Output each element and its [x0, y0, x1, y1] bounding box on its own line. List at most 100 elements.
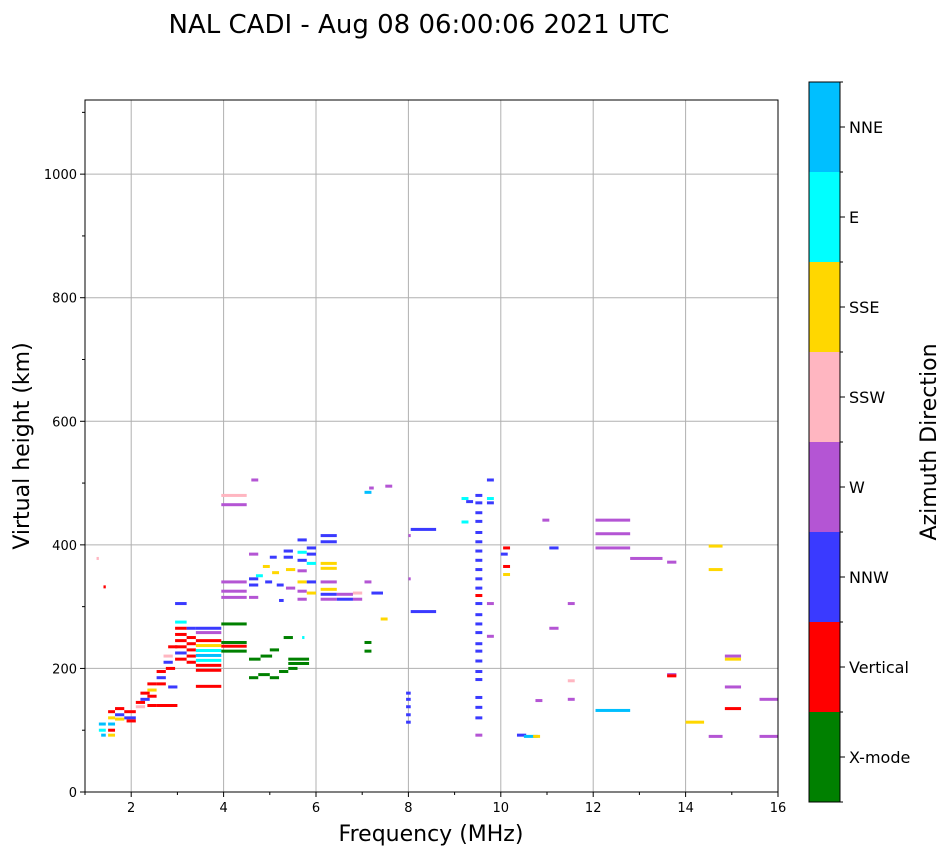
echo-point: [595, 532, 631, 536]
echo-point: [475, 540, 483, 544]
echo-point: [385, 484, 393, 488]
echo-point: [186, 626, 196, 630]
colorbar: X-mode Vertical NNW W SSW SSE E NNE: [808, 81, 910, 803]
y-tick-label: 200: [52, 662, 77, 677]
echo-point: [249, 657, 261, 661]
echo-point: [475, 501, 483, 505]
echo-point: [406, 705, 411, 709]
echo-point: [567, 697, 575, 701]
echo-point: [115, 707, 125, 711]
echo-point: [724, 654, 742, 658]
x-tick-label: 16: [770, 801, 787, 816]
grid-lines: [85, 100, 779, 793]
echo-point: [98, 722, 106, 726]
echo-point: [175, 602, 187, 606]
echo-point: [186, 654, 196, 658]
colorbar-label: NNE: [849, 118, 883, 137]
echo-point: [535, 699, 543, 703]
echo-point: [258, 673, 270, 677]
echo-point: [475, 649, 483, 653]
echo-point: [475, 631, 483, 635]
echo-point: [406, 713, 411, 717]
echo-point: [288, 666, 298, 670]
echo-point: [249, 595, 259, 599]
colorbar-swatch: [809, 622, 840, 712]
echo-point: [115, 717, 125, 721]
echo-point: [163, 660, 173, 664]
echo-point: [503, 564, 511, 568]
echo-point: [364, 490, 372, 494]
x-tick-label: 14: [677, 801, 694, 816]
echo-traces: [96, 478, 778, 738]
echo-point: [251, 478, 259, 482]
colorbar-swatch: [809, 532, 840, 622]
echo-point: [288, 661, 310, 665]
echo-point: [108, 716, 116, 720]
echo-point: [108, 722, 116, 726]
echo-point: [195, 668, 222, 672]
echo-point: [320, 561, 337, 565]
echo-point: [262, 564, 270, 568]
y-tick-label: 0: [69, 786, 77, 801]
echo-point: [542, 518, 550, 522]
echo-point: [115, 713, 125, 717]
echo-point: [135, 705, 146, 709]
echo-point: [297, 550, 307, 554]
echo-point: [195, 653, 222, 657]
echo-point: [175, 657, 187, 661]
echo-point: [195, 649, 222, 653]
echo-point: [320, 587, 337, 591]
echo-point: [279, 598, 284, 602]
echo-point: [336, 592, 353, 596]
echo-point: [408, 577, 411, 581]
colorbar-swatch: [809, 172, 840, 262]
echo-point: [265, 580, 273, 584]
echo-point: [140, 697, 150, 701]
x-tick-label: 6: [312, 801, 320, 816]
echo-point: [475, 602, 483, 606]
echo-point: [260, 654, 273, 658]
echo-point: [475, 642, 483, 646]
echo-point: [285, 586, 296, 590]
echo-point: [320, 592, 337, 596]
echo-point: [461, 497, 469, 501]
echo-point: [364, 640, 372, 644]
colorbar-swatch: [809, 262, 840, 352]
echo-point: [595, 546, 631, 550]
colorbar-frame: [808, 81, 841, 803]
echo-point: [124, 716, 136, 720]
echo-point: [147, 682, 157, 686]
plot-frame: [84, 99, 779, 793]
echo-point: [567, 679, 575, 683]
colorbar-label: W: [849, 478, 865, 497]
colorbar-swatch: [809, 442, 840, 532]
echo-point: [306, 580, 316, 584]
echo-point: [195, 626, 222, 630]
echo-point: [410, 527, 437, 531]
echo-point: [285, 568, 296, 572]
echo-point: [466, 500, 474, 504]
echo-point: [475, 695, 483, 699]
echo-point: [249, 552, 259, 556]
echo-point: [221, 595, 247, 599]
echo-point: [195, 658, 222, 662]
echo-point: [175, 639, 187, 643]
echo-point: [108, 733, 116, 737]
echo-point: [98, 728, 106, 732]
echo-point: [221, 649, 247, 653]
echo-point: [297, 569, 307, 573]
echo-point: [283, 555, 293, 559]
echo-point: [306, 591, 316, 595]
echo-point: [288, 657, 310, 661]
echo-point: [195, 644, 222, 648]
echo-point: [708, 734, 723, 738]
echo-point: [124, 710, 136, 714]
echo-point: [320, 580, 337, 584]
echo-point: [186, 636, 196, 640]
echo-point: [369, 486, 374, 490]
echo-point: [276, 583, 284, 587]
echo-point: [156, 676, 166, 680]
echo-point: [475, 519, 483, 523]
echo-point: [475, 622, 483, 626]
echo-point: [156, 682, 166, 686]
